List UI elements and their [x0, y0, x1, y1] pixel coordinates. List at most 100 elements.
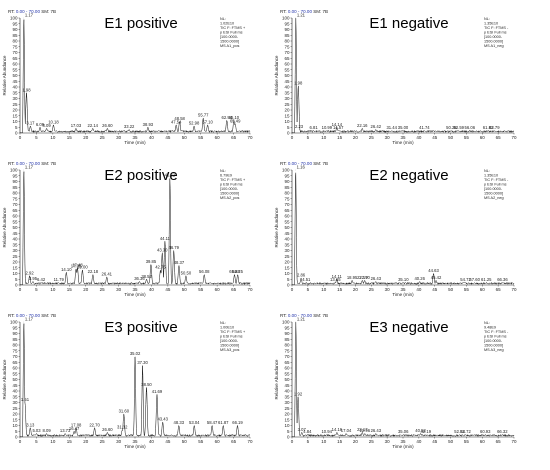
y-tick-label: 55: [284, 371, 290, 376]
y-tick-label: 55: [284, 67, 290, 72]
x-tick-label: 60: [480, 439, 486, 444]
peak-label: 8.09: [43, 123, 52, 128]
y-tick-label: 50: [12, 377, 18, 382]
peak-label: 1.98: [22, 87, 31, 92]
x-tick-label: 50: [182, 439, 188, 444]
peak-label: 38.50: [141, 382, 152, 387]
chromatogram-trace: [20, 323, 251, 438]
peak-label: 14.57: [333, 125, 344, 130]
y-tick-label: 45: [284, 231, 290, 236]
y-tick-label: 100: [10, 16, 18, 21]
y-axis-label: Relative Abundance: [274, 207, 279, 248]
y-tick-label: 5: [287, 429, 290, 434]
peak-label: 57.10: [202, 119, 213, 124]
y-tick-label: 25: [284, 254, 290, 259]
peak-label: 38.93: [143, 122, 154, 127]
peak-label: 44.11: [160, 236, 171, 241]
peak-label: 35.02: [130, 351, 141, 356]
peak-label: 22.14: [88, 123, 99, 128]
peak-label: 1.16: [297, 165, 306, 170]
x-tick-label: 60: [215, 439, 221, 444]
x-tick-label: 15: [337, 135, 343, 140]
x-tick-label: 70: [247, 287, 253, 292]
y-tick-label: 95: [12, 325, 18, 330]
y-tick-label: 20: [284, 108, 290, 113]
y-tick-label: 80: [12, 39, 18, 44]
x-tick-label: 35: [400, 439, 406, 444]
x-tick-label: 25: [100, 287, 106, 292]
x-tick-label: 55: [464, 135, 470, 140]
x-tick-label: 25: [369, 287, 375, 292]
y-tick-label: 60: [12, 214, 18, 219]
chromatogram-trace: [292, 18, 515, 134]
x-tick-label: 5: [35, 135, 38, 140]
y-tick-label: 95: [12, 21, 18, 26]
y-tick-label: 90: [284, 27, 290, 32]
y-tick-label: 35: [12, 394, 18, 399]
peak-label: 35.06: [398, 429, 409, 434]
panel-header: RT: 0.00 - 70.00 SM: 7B: [280, 313, 328, 318]
y-tick-label: 100: [10, 320, 18, 325]
y-axis-label: Relative Abundance: [2, 359, 7, 400]
peak-label: 6.42: [37, 277, 46, 282]
x-tick-label: 30: [116, 439, 122, 444]
peak-label: 66.36: [497, 277, 508, 282]
peak-label: 61.81: [483, 125, 494, 130]
peak-label: 22.18: [88, 269, 99, 274]
x-tick-label: 45: [165, 287, 171, 292]
y-tick-label: 90: [284, 331, 290, 336]
y-tick-label: 0: [287, 435, 290, 440]
peak-label: 17.48: [72, 262, 83, 267]
peak-label: 26.43: [371, 276, 382, 281]
y-tick-label: 5: [287, 277, 290, 282]
x-tick-label: 30: [385, 135, 391, 140]
y-tick-label: 30: [12, 96, 18, 101]
y-tick-label: 65: [284, 56, 290, 61]
peak-label: 52.98: [189, 121, 200, 126]
x-tick-label: 35: [132, 287, 138, 292]
peak-label: 62.94: [222, 115, 233, 120]
x-tick-label: 55: [464, 287, 470, 292]
x-tick-label: 70: [247, 135, 253, 140]
info-block: NL: 1.35E10 TIC F: FTMS -p ESI Full ms [100…: [484, 17, 509, 48]
y-tick-label: 15: [284, 417, 290, 422]
x-tick-label: 60: [215, 135, 221, 140]
y-tick-label: 10: [12, 119, 18, 124]
y-tick-label: 60: [12, 62, 18, 67]
y-tick-label: 55: [12, 219, 18, 224]
x-tick-label: 70: [247, 439, 253, 444]
info-block: NL: 1.00E10 TIC F: FTMS + p ESI Full ms [100…: [220, 321, 246, 352]
y-tick-label: 75: [284, 348, 290, 353]
y-tick-label: 90: [12, 27, 18, 32]
y-tick-label: 25: [12, 406, 18, 411]
peak-label: 43.30: [157, 247, 168, 252]
x-tick-label: 10: [321, 439, 327, 444]
peak-label: 65.10: [229, 115, 240, 120]
y-tick-label: 95: [284, 173, 290, 178]
peak-label: 10.99: [322, 125, 333, 130]
peak-label: 3.95: [29, 276, 38, 281]
y-tick-label: 30: [12, 248, 18, 253]
peak-label: 3.07: [298, 427, 307, 432]
y-tick-label: 80: [284, 191, 290, 196]
y-tick-label: 50: [284, 225, 290, 230]
y-tick-label: 90: [284, 179, 290, 184]
peak-label: 1.51: [21, 397, 30, 402]
chart-title: E2 negative: [369, 167, 448, 184]
x-tick-label: 65: [496, 287, 502, 292]
peak-label: 61.25: [481, 277, 492, 282]
x-tick-label: 30: [116, 287, 122, 292]
x-tick-label: 0: [19, 287, 22, 292]
y-tick-label: 70: [12, 354, 18, 359]
chart-title: E1 negative: [369, 15, 448, 32]
x-tick-label: 30: [116, 135, 122, 140]
y-tick-label: 35: [12, 90, 18, 95]
chromatogram-panel: RT: 0.00 - 70.00 SM: 7B05101520253035404…: [274, 313, 517, 449]
x-tick-label: 10: [321, 135, 327, 140]
y-tick-label: 60: [284, 62, 290, 67]
y-tick-label: 50: [284, 73, 290, 78]
x-tick-label: 65: [496, 439, 502, 444]
peak-label: 14.16: [332, 427, 343, 432]
peak-label: 10.94: [321, 429, 332, 434]
y-tick-label: 70: [284, 50, 290, 55]
